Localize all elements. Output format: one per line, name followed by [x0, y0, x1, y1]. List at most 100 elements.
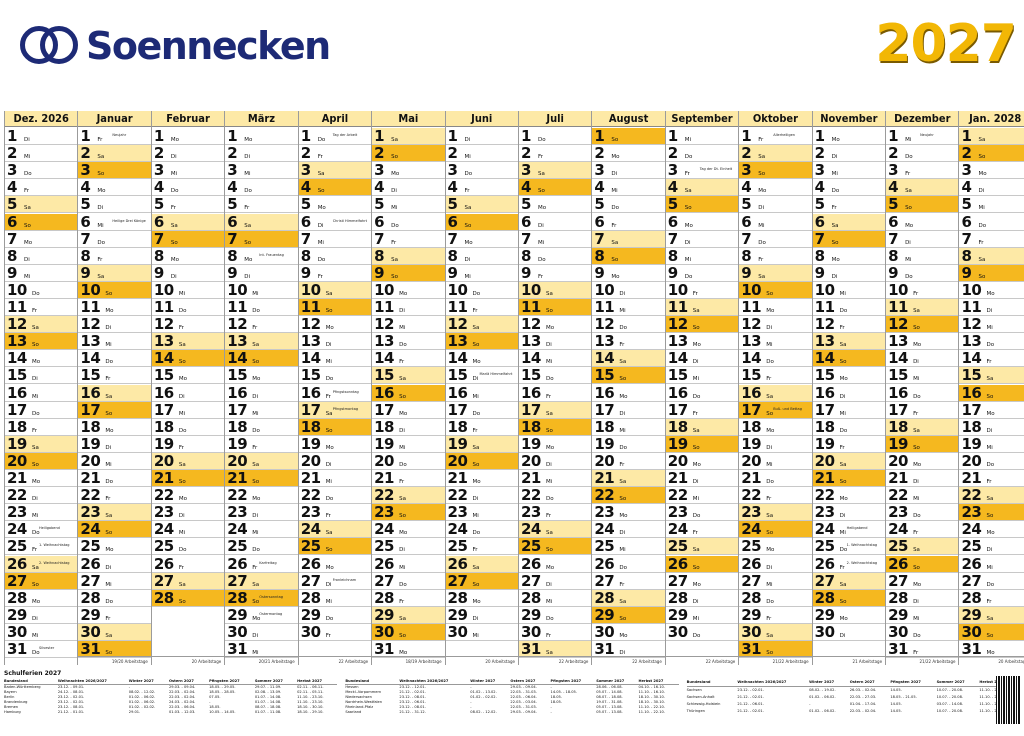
day-cell[interactable]: 15 Fr — [739, 367, 812, 385]
day-cell[interactable]: 2 Do — [886, 145, 959, 163]
day-cell[interactable]: 8 Do — [298, 248, 372, 265]
day-cell[interactable]: 6 So — [445, 213, 518, 231]
day-cell[interactable]: 16 Fr Pfingstsonntag — [298, 385, 372, 402]
day-cell[interactable]: 13 Fr — [592, 333, 665, 351]
day-cell[interactable]: 15 Mo — [151, 367, 225, 385]
day-cell[interactable]: 7 So — [151, 230, 225, 248]
day-cell[interactable]: 5 Di — [78, 196, 151, 214]
day-cell[interactable]: 30 Mo — [592, 624, 665, 641]
day-cell[interactable]: 16 Do — [665, 385, 739, 402]
day-cell[interactable]: 12 Mi — [372, 316, 445, 334]
day-cell[interactable]: 24 Sa — [298, 521, 372, 539]
day-cell[interactable]: 31 So — [739, 641, 812, 659]
day-cell[interactable]: 3 So — [739, 162, 812, 180]
day-cell[interactable]: 30 Mi — [445, 624, 518, 641]
day-cell[interactable]: 17 So Buß- und Bettag — [739, 401, 812, 419]
day-cell[interactable]: 28 Di — [886, 590, 959, 607]
day-cell[interactable]: 28 Do — [78, 590, 151, 607]
day-cell[interactable]: 26 Do — [592, 556, 665, 573]
day-cell[interactable]: 7 Di — [665, 231, 739, 248]
day-cell[interactable]: 2 Di — [225, 145, 298, 163]
day-cell[interactable]: 31 Di — [592, 641, 665, 659]
day-cell[interactable]: 20 Sa — [151, 452, 225, 470]
day-cell[interactable]: 23 Di — [225, 504, 298, 522]
day-cell[interactable]: 29 Fr — [78, 607, 151, 624]
day-cell[interactable]: 8 Di — [445, 248, 518, 265]
day-cell[interactable]: 17 Sa Pfingstmontag — [298, 401, 372, 419]
day-cell[interactable]: 10 So — [78, 281, 151, 299]
day-cell[interactable]: 6 Di — [518, 214, 592, 231]
day-cell[interactable]: 14 Sa — [592, 350, 665, 368]
day-cell[interactable]: 13 Do — [959, 333, 1024, 351]
day-cell[interactable]: 2 So — [372, 145, 445, 163]
day-cell[interactable]: 17 Mi — [225, 402, 298, 419]
day-cell[interactable]: 4 So — [298, 179, 372, 197]
day-cell[interactable]: 24 So — [739, 521, 812, 539]
day-cell[interactable]: 9 So — [959, 264, 1024, 282]
day-cell[interactable]: 29 Do — [298, 607, 372, 624]
day-cell[interactable]: 25 Mi — [592, 538, 665, 556]
day-cell[interactable]: 17 Mo — [959, 402, 1024, 419]
day-cell[interactable]: 12 Fr — [151, 316, 225, 334]
day-cell[interactable]: 23 Do — [665, 504, 739, 522]
day-cell[interactable]: 3 Mo — [959, 162, 1024, 180]
day-cell[interactable]: 19 Mi — [959, 436, 1024, 453]
day-cell[interactable]: 18 So — [518, 418, 592, 436]
day-cell[interactable]: 9 Do — [665, 265, 739, 282]
day-cell[interactable]: 28 Fr — [959, 590, 1024, 607]
day-cell[interactable]: 12 Mi — [959, 316, 1024, 334]
day-cell[interactable]: 14 Mi — [518, 350, 592, 368]
day-cell[interactable]: 13 Sa — [225, 333, 298, 351]
day-cell[interactable]: 23 Di — [812, 504, 886, 522]
day-cell[interactable]: 7 Sa — [592, 230, 665, 248]
day-cell[interactable]: 28 So — [151, 589, 225, 607]
day-cell[interactable]: 6 Fr — [592, 214, 665, 231]
day-cell[interactable]: 25 So — [518, 538, 592, 556]
day-cell[interactable]: 5 So — [886, 196, 959, 214]
day-cell[interactable]: 18 Mi — [592, 419, 665, 436]
day-cell[interactable]: 15 Sa — [959, 367, 1024, 385]
day-cell[interactable]: 11 So — [518, 299, 592, 317]
day-cell[interactable]: 6 Sa — [151, 213, 225, 231]
day-cell[interactable]: 23 Mi — [445, 504, 518, 522]
day-cell[interactable]: 21 Mo — [5, 470, 78, 488]
day-cell[interactable]: 16 Sa — [78, 384, 151, 402]
day-cell[interactable]: 28 Do — [739, 590, 812, 607]
day-cell[interactable]: 21 So — [225, 470, 298, 488]
day-cell[interactable]: 9 Di — [225, 265, 298, 282]
day-cell[interactable]: 19 So — [886, 435, 959, 453]
day-cell[interactable]: 6 Sa — [225, 213, 298, 231]
day-cell[interactable]: 31 Mi — [225, 641, 298, 659]
day-cell[interactable]: 22 Mi — [665, 487, 739, 505]
day-cell[interactable]: 9 Sa — [78, 264, 151, 282]
day-cell[interactable]: 11 Di — [959, 299, 1024, 317]
day-cell[interactable]: 26 Sa 2. Weihnachtstag — [5, 555, 78, 573]
day-cell[interactable]: 26 Fr Karfreitag — [225, 556, 298, 573]
day-cell[interactable]: 15 Mo — [225, 367, 298, 385]
day-cell[interactable]: 23 So — [959, 504, 1024, 522]
day-cell[interactable]: 18 Mo — [78, 419, 151, 436]
day-cell[interactable]: 18 Fr — [5, 419, 78, 436]
day-cell[interactable]: 4 Do — [812, 179, 886, 197]
day-cell[interactable]: 24 Di — [592, 521, 665, 539]
day-cell[interactable]: 10 Di — [592, 282, 665, 299]
day-cell[interactable]: 3 Do — [5, 162, 78, 180]
day-cell[interactable]: 22 Sa — [372, 487, 445, 505]
day-cell[interactable]: 24 So — [78, 521, 151, 539]
day-cell[interactable]: 20 Di — [518, 453, 592, 470]
day-cell[interactable]: 27 Do — [372, 573, 445, 590]
day-cell[interactable]: 6 Mo — [886, 214, 959, 231]
day-cell[interactable]: 27 Mi — [739, 573, 812, 590]
day-cell[interactable]: 13 Di — [298, 333, 372, 351]
day-cell[interactable]: 21 Mi — [518, 470, 592, 488]
day-cell[interactable]: 13 Mi — [739, 333, 812, 351]
day-cell[interactable]: 21 Di — [886, 470, 959, 488]
day-cell[interactable]: 27 Mi — [78, 573, 151, 590]
day-cell[interactable]: 30 Di — [812, 624, 886, 641]
day-cell[interactable]: 29 Sa — [372, 606, 445, 624]
day-cell[interactable]: 10 Mi — [151, 282, 225, 299]
day-cell[interactable]: 26 Di — [78, 556, 151, 573]
day-cell[interactable]: 14 Mo — [5, 350, 78, 368]
day-cell[interactable]: 18 Sa — [665, 418, 739, 436]
day-cell[interactable]: 3 Mo — [372, 162, 445, 180]
